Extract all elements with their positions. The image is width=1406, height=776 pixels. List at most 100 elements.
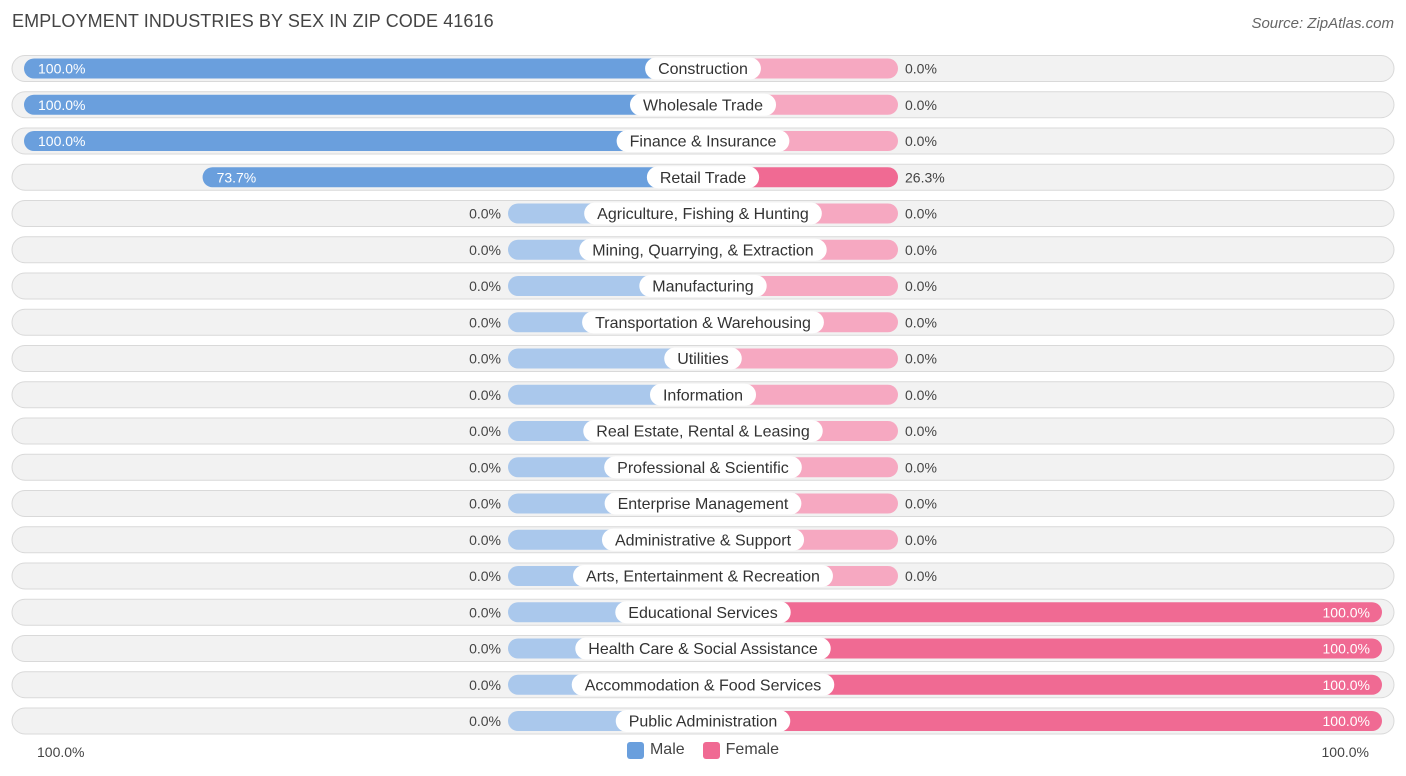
bar-row: 0.0% 100.0% Accommodation & Food Services: [11, 671, 1395, 699]
legend-label-female: Female: [725, 741, 780, 758]
male-bar: [202, 167, 703, 188]
bar-row: 0.0% 0.0% Professional & Scientific: [11, 453, 1395, 481]
female-value-label: 100.0%: [1323, 641, 1370, 657]
male-value-label: 0.0%: [469, 423, 501, 439]
category-label: Public Administration: [629, 714, 778, 731]
category-label: Enterprise Management: [618, 496, 789, 513]
category-pill: [582, 311, 824, 334]
category-pill: [604, 456, 802, 479]
category-label: Accommodation & Food Services: [585, 677, 822, 694]
category-pill: [604, 492, 802, 515]
category-pill: [575, 637, 831, 660]
male-value-label: 0.0%: [469, 641, 501, 657]
category-label: Health Care & Social Assistance: [588, 641, 818, 658]
category-pill: [573, 565, 833, 587]
female-bar: [703, 602, 1382, 623]
category-label: Transportation & Warehousing: [595, 315, 811, 332]
bar-row: 0.0% 0.0% Enterprise Management: [11, 490, 1395, 517]
legend-swatch-male: [626, 741, 644, 759]
male-bar: [24, 94, 703, 115]
bar-row: 0.0% 100.0% Public Administration: [11, 707, 1395, 735]
bar-row: 0.0% 0.0% Agriculture, Fishing & Hunting: [11, 200, 1395, 227]
bar-row: 0.0% 0.0% Administrative & Support: [11, 526, 1395, 554]
female-bar: [703, 638, 1382, 659]
bar-row: 0.0% 0.0% Arts, Entertainment & Recreation: [11, 562, 1395, 590]
chart-title: EMPLOYMENT INDUSTRIES BY SEX IN ZIP CODE…: [12, 11, 494, 31]
bar-row: 0.0% 0.0% Utilities: [11, 345, 1395, 372]
category-pill: [615, 710, 791, 732]
male-value-label: 0.0%: [469, 713, 501, 729]
male-bar: [24, 131, 703, 151]
category-pill: [583, 420, 823, 442]
female-bar: [703, 348, 898, 369]
female-value-label: 0.0%: [905, 278, 937, 294]
category-pill: [645, 57, 761, 80]
category-label: Agriculture, Fishing & Hunting: [597, 206, 809, 223]
category-label: Finance & Insurance: [630, 134, 777, 151]
bar-row: 100.0% 0.0% Wholesale Trade: [11, 91, 1395, 119]
female-value-label: 0.0%: [905, 133, 937, 149]
male-value-label: 0.0%: [469, 532, 501, 548]
category-pill: [571, 673, 835, 696]
category-pill: [615, 601, 791, 624]
male-value-label: 100.0%: [38, 61, 85, 77]
female-value-label: 0.0%: [905, 97, 937, 113]
chart-plot: 100.0% 0.0% Construction 100.0% 0.0% Wholesal…: [11, 55, 1395, 735]
female-value-label: 0.0%: [905, 532, 937, 548]
bar-row: 0.0% 100.0% Health Care & Social Assistanc…: [11, 635, 1395, 662]
legend-item-female: Female: [702, 741, 780, 759]
female-value-label: 0.0%: [905, 61, 937, 77]
female-value-label: 100.0%: [1323, 677, 1370, 693]
source-credit: Source: ZipAtlas.com: [1251, 15, 1394, 32]
female-value-label: 0.0%: [905, 206, 937, 222]
bar-row: 0.0% 0.0% Mining, Quarrying, & Extraction: [11, 236, 1395, 264]
female-value-label: 0.0%: [905, 351, 937, 367]
bar-row: 0.0% 0.0% Real Estate, Rental & Leasing: [11, 417, 1395, 445]
bar-row: 73.7% 26.3% Retail Trade: [11, 163, 1395, 191]
category-pill: [616, 130, 790, 152]
bar-row: 0.0% 0.0% Manufacturing: [11, 272, 1395, 300]
female-value-label: 0.0%: [905, 496, 937, 512]
category-pill: [601, 528, 805, 551]
female-value-label: 0.0%: [905, 459, 937, 475]
male-value-label: 0.0%: [469, 568, 501, 584]
male-bar: [508, 348, 703, 369]
bar-row: 100.0% 0.0% Construction: [11, 55, 1395, 82]
category-pill: [584, 202, 822, 225]
male-value-label: 0.0%: [469, 604, 501, 620]
category-label: Arts, Entertainment & Recreation: [586, 569, 820, 586]
female-value-label: 0.0%: [905, 314, 937, 330]
male-value-label: 73.7%: [217, 169, 257, 185]
female-value-label: 0.0%: [905, 242, 937, 258]
legend-swatch-female: [702, 741, 720, 759]
female-bar: [703, 674, 1382, 695]
category-pill: [649, 383, 757, 406]
male-value-label: 100.0%: [38, 133, 85, 149]
category-pill: [579, 238, 827, 261]
axis-label-right: 100.0%: [1321, 744, 1369, 760]
axis-label-left: 100.0%: [37, 744, 85, 760]
category-label: Wholesale Trade: [643, 97, 763, 114]
legend-label-male: Male: [649, 741, 685, 758]
category-label: Construction: [658, 61, 748, 78]
legend-item-male: Male: [626, 741, 685, 759]
female-value-label: 0.0%: [905, 423, 937, 439]
female-value-label: 100.0%: [1323, 604, 1370, 620]
category-label: Utilities: [677, 351, 729, 368]
female-value-label: 26.3%: [905, 169, 945, 185]
male-value-label: 0.0%: [469, 206, 501, 222]
bar-row: 0.0% 100.0% Educational Services: [11, 598, 1395, 626]
female-value-label: 0.0%: [905, 568, 937, 584]
category-pill: [646, 166, 760, 189]
male-value-label: 0.0%: [469, 242, 501, 258]
legend: Male Female: [0, 741, 1406, 759]
female-value-label: 100.0%: [1323, 713, 1370, 729]
category-label: Manufacturing: [652, 279, 753, 296]
bar-row: 100.0% 0.0% Finance & Insurance: [11, 127, 1395, 155]
male-value-label: 100.0%: [38, 97, 85, 113]
male-value-label: 0.0%: [469, 351, 501, 367]
male-value-label: 0.0%: [469, 278, 501, 294]
male-value-label: 0.0%: [469, 314, 501, 330]
male-bar: [24, 58, 703, 79]
category-pill: [639, 275, 767, 297]
